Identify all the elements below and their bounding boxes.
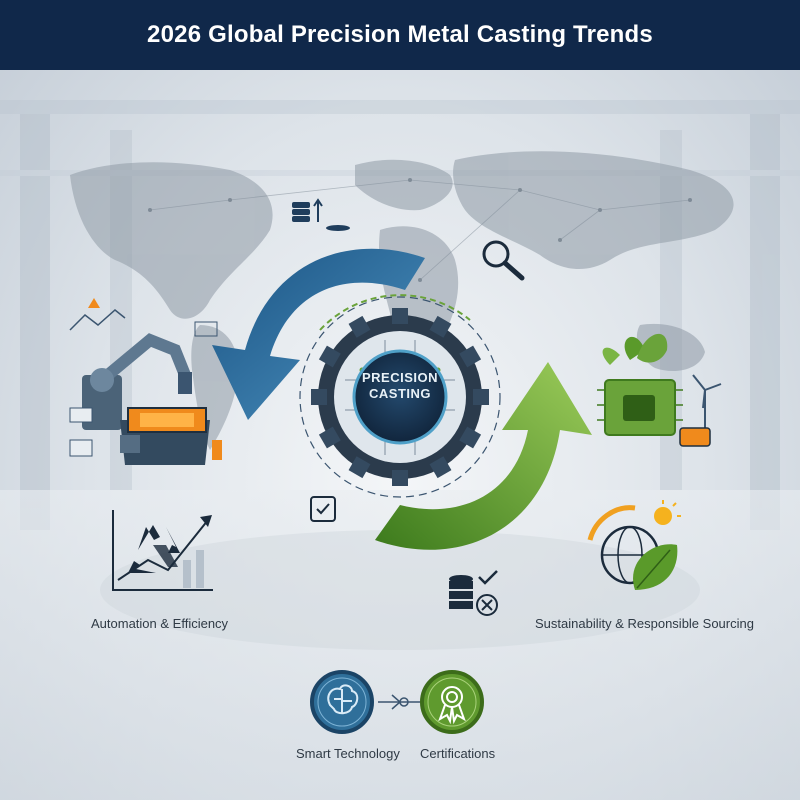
checklist-icon xyxy=(310,496,336,522)
recycle-icon xyxy=(112,510,213,591)
header-bar: 2026 Global Precision Metal Casting Tren… xyxy=(0,0,800,70)
robot-arm-icon xyxy=(69,298,222,465)
hub-label-line1: PRECISION xyxy=(361,370,438,385)
blue-cycle-arrow xyxy=(212,248,425,420)
label-sustainability: Sustainability & Responsible Sourcing xyxy=(535,616,754,631)
label-smart-technology: Smart Technology xyxy=(296,746,400,761)
green-dashed-arc xyxy=(319,294,471,331)
label-automation: Automation & Efficiency xyxy=(91,616,229,631)
database-check-icon xyxy=(449,570,498,616)
gear-hub xyxy=(311,308,489,486)
certificate-badge-icon xyxy=(438,686,466,725)
wind-turbine-icon xyxy=(692,374,722,430)
brain-icon xyxy=(327,684,359,715)
label-certifications: Certifications xyxy=(420,746,496,761)
bottom-icons xyxy=(310,670,484,734)
outer-dashed-ring xyxy=(299,296,501,498)
green-cycle-arrow xyxy=(375,362,592,550)
hub-label: PRECISION CASTING xyxy=(340,370,460,402)
magnifier-icon xyxy=(482,240,525,281)
circuit-leaf-icon xyxy=(597,333,722,447)
page-title: 2026 Global Precision Metal Casting Tren… xyxy=(147,21,653,48)
hub-label-line2: CASTING xyxy=(369,386,431,401)
stacked-coins-icon xyxy=(292,198,350,231)
network-lines xyxy=(149,179,691,281)
globe-leaf-icon xyxy=(587,500,681,590)
